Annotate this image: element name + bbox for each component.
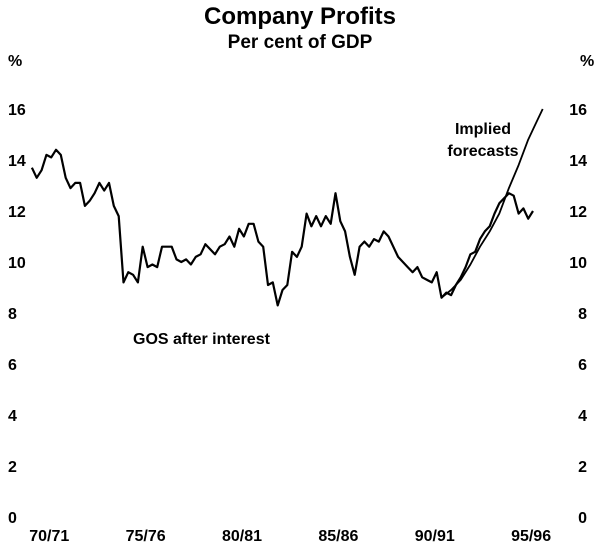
x-tick-label: 75/76: [126, 528, 166, 545]
x-tick-label: 85/86: [318, 528, 358, 545]
y-tick-label-right: 0: [578, 510, 587, 527]
chart-subtitle: Per cent of GDP: [228, 32, 373, 53]
series-lines: [30, 108, 544, 307]
y-tick-label-right: 6: [578, 357, 587, 374]
annotations: GOS after interest Implied forecasts: [133, 121, 519, 348]
forecast-series-label: Implied: [455, 121, 511, 138]
y-tick-label-left: 6: [8, 357, 17, 374]
y-tick-label-right: 4: [578, 408, 587, 425]
x-axis: 70/71 75/76 80/81 85/86 90/91 95/96: [29, 528, 551, 545]
y-tick-label-right: 12: [569, 204, 587, 221]
y-tick-label-left: 0: [8, 510, 17, 527]
y-tick-label-left: 2: [8, 459, 17, 476]
y-tick-label-left: 10: [8, 255, 26, 272]
y-tick-label-left: 16: [8, 102, 26, 119]
y-tick-label-right: 16: [569, 102, 587, 119]
x-tick-label: 70/71: [29, 528, 69, 545]
y-tick-label-right: 8: [578, 306, 587, 323]
x-tick-label: 80/81: [222, 528, 262, 545]
y-tick-label-left: 14: [8, 153, 26, 170]
gos-after-interest-line: [30, 148, 534, 307]
y-unit-right: %: [580, 53, 594, 70]
y-tick-label-right: 10: [569, 255, 587, 272]
y-axis-right: 0 2 4 6 8 10 12 14 16: [569, 102, 587, 527]
x-tick-label: 95/96: [511, 528, 551, 545]
implied-forecasts-line: [440, 108, 544, 299]
gos-series-label: GOS after interest: [133, 331, 271, 348]
y-unit-left: %: [8, 53, 22, 70]
y-tick-label-right: 14: [569, 153, 587, 170]
y-axis-left: 0 2 4 6 8 10 12 14 16: [8, 102, 26, 527]
y-tick-label-left: 12: [8, 204, 26, 221]
chart-title: Company Profits: [204, 3, 396, 30]
x-tick-label: 90/91: [415, 528, 455, 545]
forecast-series-label: forecasts: [447, 143, 518, 160]
y-tick-label-left: 4: [8, 408, 17, 425]
y-tick-label-left: 8: [8, 306, 17, 323]
y-tick-label-right: 2: [578, 459, 587, 476]
